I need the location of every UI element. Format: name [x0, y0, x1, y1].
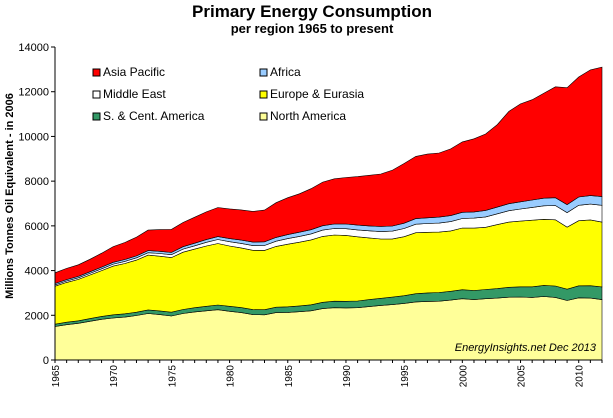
x-tick-label: 2000: [458, 365, 469, 388]
legend-label: Europe & Eurasia: [270, 87, 364, 101]
legend-item-asia-pacific: Asia Pacific: [92, 65, 165, 79]
legend-label: North America: [270, 109, 346, 123]
legend-item-middle-east: Middle East: [92, 87, 166, 101]
x-tick-label: 1980: [226, 365, 237, 388]
x-tick-label: 1995: [400, 365, 411, 388]
y-tick-label: 2000: [25, 310, 49, 322]
legend-item-africa: Africa: [259, 65, 301, 79]
legend-label: Asia Pacific: [103, 65, 165, 79]
y-tick-label: 12000: [18, 87, 49, 99]
x-tick-label: 2010: [575, 365, 586, 388]
chart-subtitle: per region 1965 to present: [231, 21, 394, 36]
legend-item-europe-eurasia: Europe & Eurasia: [259, 87, 364, 101]
x-tick-label: 1970: [109, 365, 120, 388]
x-tick-label: 1975: [167, 365, 178, 388]
x-tick-label: 1985: [284, 365, 295, 388]
legend-label: Africa: [270, 65, 301, 79]
legend-swatch: [259, 68, 268, 77]
legend-label: Middle East: [103, 87, 166, 101]
y-tick-label: 0: [43, 355, 49, 367]
x-tick-label: 1965: [51, 365, 62, 388]
legend-swatch: [259, 90, 268, 99]
chart-title: Primary Energy Consumption: [192, 2, 432, 21]
y-tick-label: 14000: [18, 42, 49, 54]
legend-label: S. & Cent. America: [103, 109, 205, 123]
y-tick-label: 8000: [25, 176, 49, 188]
area-series-group: [54, 66, 603, 361]
y-tick-label: 10000: [18, 131, 49, 143]
y-tick-label: 6000: [25, 221, 49, 233]
legend-swatch: [259, 112, 268, 121]
x-tick-label: 1990: [342, 365, 353, 388]
legend: Asia Pacific Africa Middle East Europe & Eu…: [92, 65, 364, 123]
area-asia-pacific: [54, 66, 603, 284]
legend-swatch: [92, 68, 101, 77]
legend-item-s-cent-america: S. & Cent. America: [92, 109, 205, 123]
legend-swatch: [92, 112, 101, 121]
x-tick-label: 2005: [517, 365, 528, 388]
y-axis-label: Millions Tonnes Oil Equivalent - in 2006: [4, 93, 16, 299]
legend-item-north-america: North America: [259, 109, 346, 123]
y-tick-label: 4000: [25, 266, 49, 278]
source-annotation: EnergyInsights.net Dec 2013: [455, 342, 597, 354]
legend-swatch: [92, 90, 101, 99]
axes-group: 0 2000 4000 6000 8000 10000 12000 14000 1965 1970…: [18, 42, 603, 388]
